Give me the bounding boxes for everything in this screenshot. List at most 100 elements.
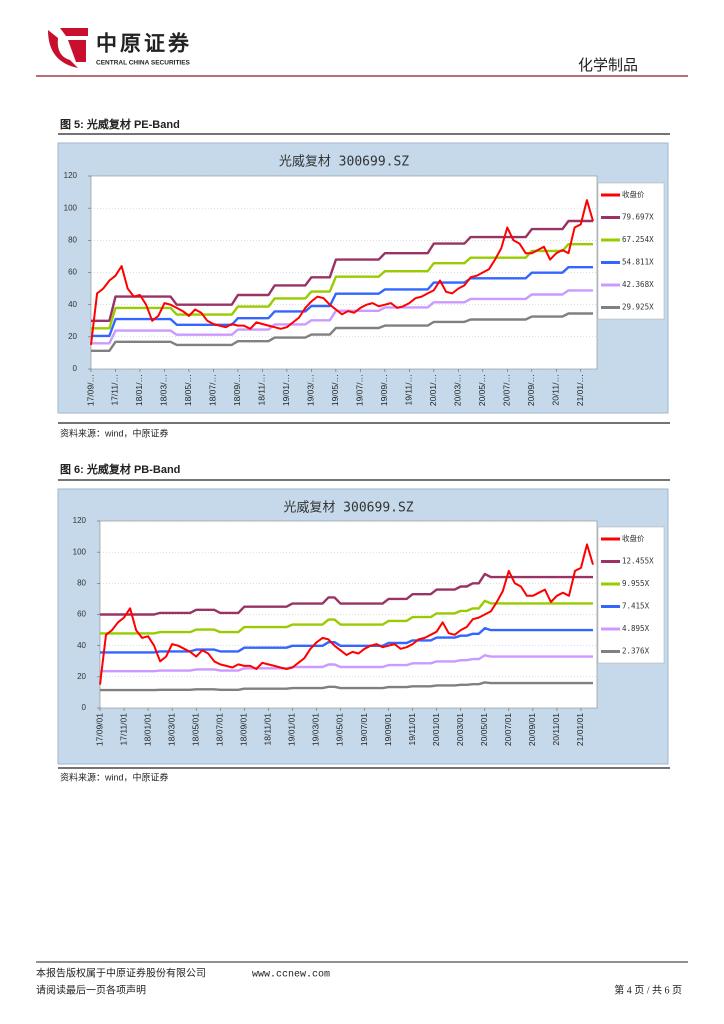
x-tick-label: 18/05/… [183,374,193,406]
x-tick-label: 20/05/… [477,374,487,406]
legend-label: 42.368X [622,280,654,289]
logo-mark [48,30,78,68]
legend-label: 67.254X [622,235,654,244]
logo-en: CENTRAL CHINA SECURITIES [96,60,191,67]
series-line [100,681,593,692]
legend-label: 12.455X [622,557,654,566]
logo: 中原证券 CENTRAL CHINA SECURITIES [48,28,192,68]
footer-page: 第 4 页 / 共 6 页 [614,983,682,996]
x-tick-label: 20/07/01 [503,713,513,746]
logo-mark [68,40,86,62]
x-tick-label: 20/11/01 [551,713,561,746]
x-tick-label: 19/05/… [330,374,340,406]
x-tick-label: 20/09/… [526,374,536,406]
x-tick-label: 17/11/01 [118,713,128,746]
figure-source: 资料来源：wind，中原证券 [60,427,169,438]
y-tick-label: 100 [64,203,78,212]
legend-label: 2.376X [622,647,650,656]
legend-label: 54.811X [622,258,654,267]
footer-website: www.ccnew.com [252,970,330,981]
series-line [100,654,593,673]
x-tick-label: 19/11/01 [407,713,417,746]
y-tick-label: 0 [73,364,78,373]
x-tick-label: 20/09/01 [527,713,537,746]
x-tick-label: 19/03/… [306,374,316,406]
series-line [91,289,593,345]
y-tick-label: 20 [68,332,77,341]
x-tick-label: 18/01/… [134,374,144,406]
x-tick-label: 19/11/… [404,374,414,406]
x-tick-label: 17/11/… [110,374,120,406]
series-line [100,599,593,635]
legend-label: 收盘价 [622,189,645,199]
y-tick-label: 60 [77,610,86,619]
y-tick-label: 0 [82,703,87,712]
footer-copyright: 本报告版权属于中原证券股份有限公司 [36,966,206,979]
y-tick-label: 120 [73,516,87,525]
logo-cn: 中原证券 [96,32,192,56]
legend [597,526,665,664]
figure-caption: 图 6: 光威复材 PB-Band [60,462,180,476]
series-line [91,243,593,330]
legend-label: 7.415X [622,602,650,611]
x-tick-label: 20/01/01 [431,713,441,746]
y-tick-label: 120 [64,171,78,180]
figure-caption: 图 5: 光威复材 PE-Band [60,117,180,131]
y-tick-label: 100 [73,547,87,556]
series-line [91,266,593,338]
x-tick-label: 19/03/01 [311,713,321,746]
x-tick-label: 19/01/01 [287,713,297,746]
x-tick-label: 19/05/01 [335,713,345,746]
plot-area [99,520,598,709]
x-tick-label: 19/07/… [355,374,365,406]
x-tick-label: 18/09/01 [239,713,249,746]
x-tick-label: 18/11/01 [263,713,273,746]
legend-label: 4.895X [622,624,650,633]
series-line [90,199,594,346]
x-tick-label: 20/11/… [551,374,561,406]
series-line [91,312,593,352]
x-tick-label: 20/03/01 [455,713,465,746]
series-line [91,219,593,322]
section-title: 化学制品 [578,57,638,74]
x-tick-label: 18/01/01 [142,713,152,746]
y-tick-label: 60 [68,268,77,277]
x-tick-label: 19/01/… [281,374,291,406]
x-tick-label: 18/09/… [232,374,242,406]
y-tick-label: 40 [68,300,77,309]
legend-label: 79.697X [622,213,654,222]
y-tick-label: 80 [77,578,86,587]
figure-source: 资料来源：wind，中原证券 [60,771,169,782]
series-line [100,627,593,654]
logo-mark [60,28,88,36]
x-tick-label: 20/03/… [453,374,463,406]
x-tick-label: 21/01/01 [575,713,585,746]
y-tick-label: 40 [77,641,86,650]
x-tick-label: 18/11/… [257,374,267,406]
x-tick-label: 18/03/… [159,374,169,406]
x-tick-label: 18/07/01 [214,713,224,746]
x-tick-label: 18/03/01 [166,713,176,746]
x-tick-label: 20/05/01 [479,713,489,746]
x-tick-label: 18/05/01 [190,713,200,746]
x-tick-label: 20/07/… [502,374,512,406]
footer-notice: 请阅读最后一页各项声明 [36,983,146,996]
x-tick-label: 20/01/… [428,374,438,406]
legend [597,182,665,320]
y-tick-label: 20 [77,672,86,681]
y-tick-label: 80 [68,235,77,244]
x-tick-label: 19/09/… [379,374,389,406]
x-tick-label: 19/07/01 [359,713,369,746]
legend-label: 收盘价 [622,533,645,543]
x-tick-label: 21/01/… [575,374,585,406]
x-tick-label: 17/09/… [85,374,95,406]
x-tick-label: 18/07/… [208,374,218,406]
x-tick-label: 17/09/01 [94,713,104,746]
chart-title: 光威复材 300699.SZ [279,155,409,170]
legend-label: 29.925X [622,303,654,312]
legend-label: 9.955X [622,579,650,588]
chart-title: 光威复材 300699.SZ [283,501,413,516]
series-line [99,543,594,685]
x-tick-label: 19/09/01 [383,713,393,746]
